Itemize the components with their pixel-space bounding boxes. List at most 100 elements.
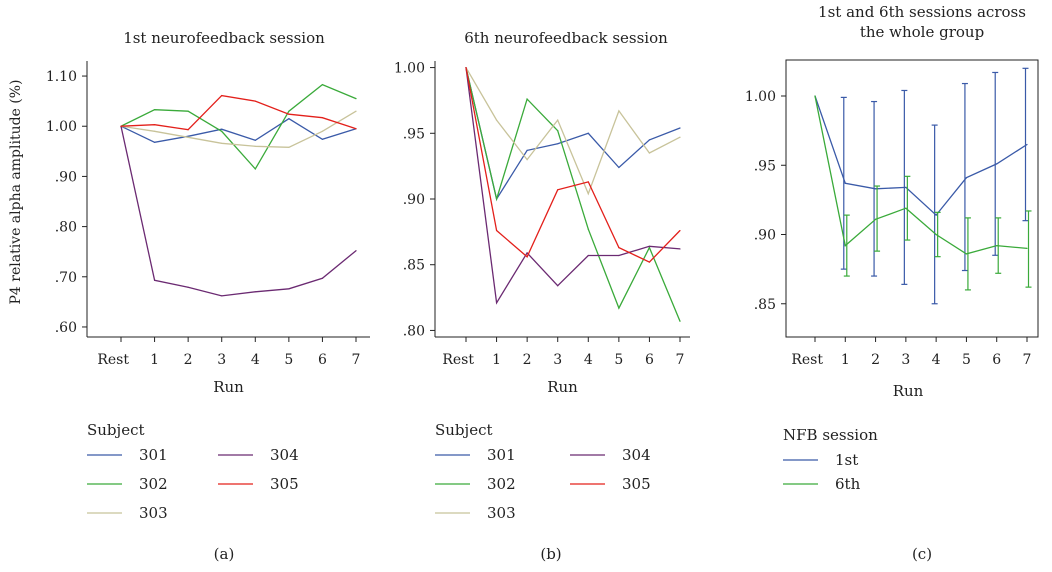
legend-label: 303: [487, 504, 516, 522]
series-line-303: [120, 110, 357, 148]
x-axis-label: Run: [547, 378, 578, 396]
x-tick-label: 4: [251, 352, 260, 368]
data-point-303: [557, 119, 559, 121]
data-point-301: [221, 128, 223, 130]
x-tick-label: 2: [523, 352, 532, 368]
data-point-301: [321, 138, 324, 140]
data-point-301: [288, 118, 290, 120]
y-tick-label: 1.10: [46, 69, 77, 85]
data-point-303: [187, 136, 189, 138]
legend-label: 301: [139, 446, 168, 464]
y-tick-label: .85: [403, 258, 425, 274]
data-point-305: [254, 100, 256, 102]
data-point-305: [120, 125, 122, 127]
y-tick-label: .90: [754, 228, 776, 244]
legend-label: 305: [622, 475, 651, 493]
x-tick-label: 1: [492, 352, 501, 368]
x-tick-label: 7: [676, 352, 685, 368]
data-point-301: [153, 141, 156, 143]
legend-label: 305: [270, 475, 299, 493]
x-tick-label: Rest: [442, 352, 474, 368]
y-tick-label: .70: [55, 270, 77, 286]
data-point-303: [618, 110, 620, 112]
data-point-302: [153, 109, 156, 111]
x-tick-label: 6: [645, 352, 654, 368]
chart-title-line: the whole group: [860, 23, 984, 41]
data-point-302: [187, 110, 189, 112]
y-tick-label: .90: [403, 192, 425, 208]
y-tick-label: 1.00: [745, 89, 776, 105]
data-point-304: [526, 252, 528, 254]
x-tick-label: 5: [614, 352, 623, 368]
data-point-301: [187, 135, 189, 137]
data-point-302: [557, 130, 559, 132]
data-point-302: [618, 307, 620, 309]
panel-caption: (b): [540, 545, 561, 563]
data-point-302: [288, 110, 290, 112]
data-point-305: [648, 261, 651, 263]
data-point-305: [557, 189, 559, 191]
series-line-301: [120, 117, 357, 143]
data-point-6th: [905, 207, 907, 209]
data-point-302: [495, 198, 498, 200]
y-tick-label: .80: [403, 323, 425, 339]
x-tick-label: Rest: [791, 352, 823, 368]
data-point-6th: [935, 233, 937, 236]
data-point-303: [221, 142, 223, 144]
x-tick-label: 2: [184, 352, 193, 368]
data-point-302: [355, 98, 357, 100]
chart-title-line: 1st and 6th sessions across: [818, 3, 1026, 21]
data-point-302: [221, 130, 223, 132]
x-tick-label: 3: [553, 352, 562, 368]
chart-title: 1st neurofeedback session: [123, 29, 325, 47]
series-line-303: [465, 67, 681, 196]
data-point-304: [587, 254, 589, 257]
x-tick-label: 7: [1023, 352, 1032, 368]
x-tick-label: 1: [841, 352, 850, 368]
data-point-305: [221, 95, 223, 97]
data-point-1st: [874, 188, 877, 190]
data-point-301: [679, 127, 681, 129]
chart-title: 6th neurofeedback session: [464, 29, 668, 47]
y-axis-label: P4 relative alpha amplitude (%): [8, 79, 24, 304]
x-tick-label: 7: [352, 352, 361, 368]
data-point-303: [321, 130, 324, 132]
data-point-6th: [1026, 247, 1028, 249]
data-point-6th: [996, 244, 998, 247]
x-axis-label: Run: [213, 378, 244, 396]
data-point-305: [321, 117, 324, 119]
series-line-302: [465, 67, 681, 322]
data-point-303: [288, 146, 290, 148]
y-tick-label: .85: [754, 297, 776, 313]
legend-title: NFB session: [783, 426, 878, 444]
legend-title: Subject: [87, 421, 145, 439]
legend-label: 301: [487, 446, 516, 464]
data-point-303: [679, 136, 681, 138]
data-point-305: [355, 128, 357, 130]
data-point-304: [153, 279, 156, 281]
y-tick-label: .90: [55, 169, 77, 185]
panel-caption: (c): [912, 545, 932, 563]
data-point-305: [587, 181, 589, 183]
y-tick-label: .80: [55, 220, 77, 236]
data-point-301: [557, 143, 559, 145]
data-point-301: [587, 132, 589, 134]
x-tick-label: 5: [284, 352, 293, 368]
data-point-304: [221, 295, 223, 297]
x-tick-label: 2: [871, 352, 880, 368]
data-point-302: [321, 83, 324, 86]
data-point-303: [254, 145, 256, 147]
series-line-304: [465, 67, 681, 305]
data-point-304: [557, 285, 559, 287]
legend-label: 1st: [835, 451, 858, 469]
data-point-6th: [965, 253, 968, 255]
x-axis-label: Run: [893, 382, 924, 400]
series-line-6th: [814, 95, 1028, 255]
data-point-304: [618, 254, 620, 257]
data-point-302: [526, 98, 528, 100]
data-point-303: [153, 130, 156, 132]
legend-label: 302: [487, 475, 516, 493]
x-tick-label: 3: [901, 352, 910, 368]
data-point-1st: [844, 182, 846, 184]
data-point-6th: [844, 244, 846, 247]
